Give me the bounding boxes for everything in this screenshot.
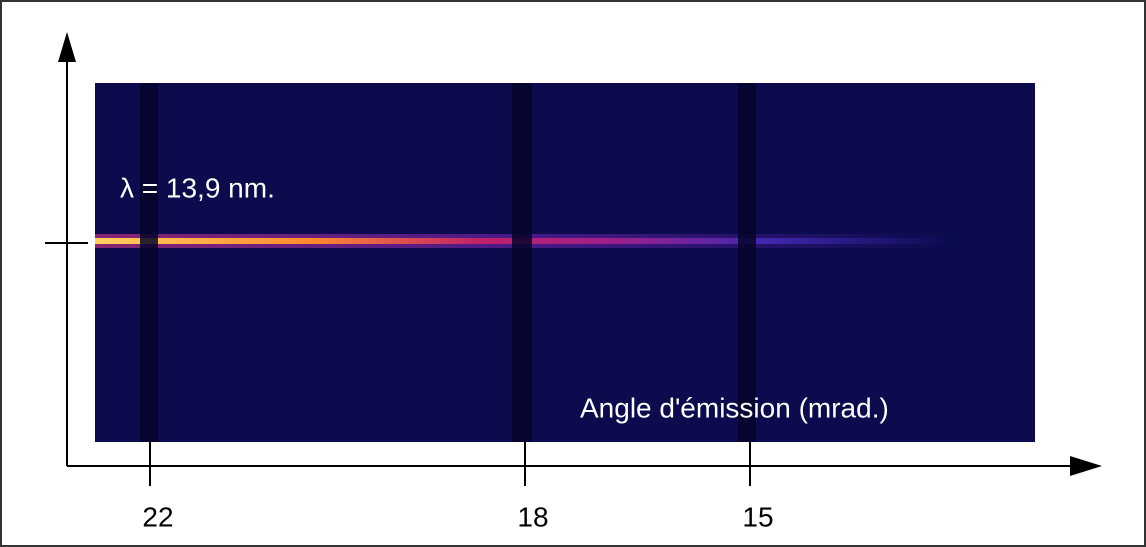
- axis-title: Angle d'émission (mrad.): [580, 392, 889, 423]
- filter-shadow: [140, 83, 158, 442]
- x-arrow: [1070, 456, 1102, 476]
- x-tick-label: 18: [517, 501, 548, 532]
- y-arrow: [58, 32, 76, 62]
- filter-shadow: [512, 83, 532, 442]
- x-tick-label: 15: [742, 501, 773, 532]
- spectrum-image: [95, 83, 1035, 442]
- axes: [45, 55, 1080, 467]
- filter-shadow: [738, 83, 756, 442]
- x-tick-label: 22: [142, 501, 173, 532]
- wavelength-label: λ = 13,9 nm.: [120, 172, 275, 203]
